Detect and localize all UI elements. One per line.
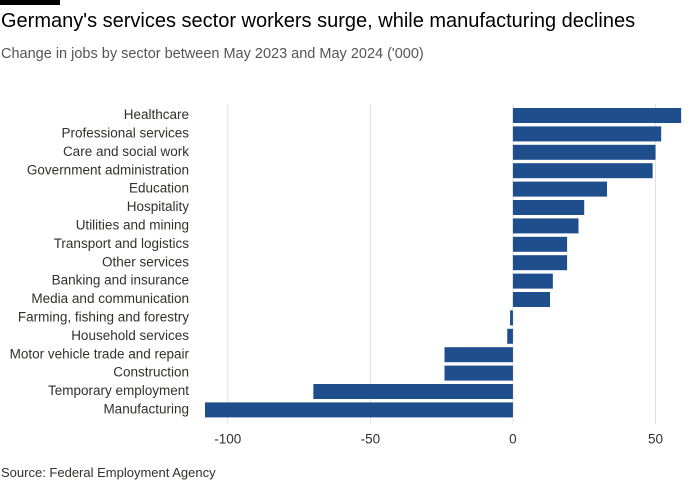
chart-subtitle: Change in jobs by sector between May 202… — [1, 46, 424, 62]
category-label: Farming, fishing and forestry — [18, 309, 189, 324]
x-tick-label: 50 — [648, 432, 663, 447]
category-label: Care and social work — [63, 144, 189, 159]
x-tick-label: -100 — [214, 432, 241, 447]
bar — [507, 328, 513, 344]
bar — [313, 384, 513, 399]
bar — [510, 310, 513, 326]
category-label: Utilities and mining — [76, 217, 189, 232]
category-label: Government administration — [27, 162, 189, 177]
bar — [512, 218, 579, 234]
category-label: Other services — [102, 254, 189, 269]
category-label-layer: Healthcare Professional services Care and … — [10, 107, 190, 416]
category-label: Education — [129, 181, 189, 196]
bar — [512, 255, 568, 271]
x-tick-label: 0 — [509, 432, 517, 447]
bar — [512, 181, 608, 197]
chart-title: Germany's services sector workers surge,… — [1, 10, 636, 32]
category-label: Manufacturing — [103, 401, 189, 416]
bar — [512, 144, 656, 160]
tick-label-layer: -100 -50 0 50 — [214, 432, 663, 447]
bar — [444, 365, 513, 381]
bar — [512, 236, 568, 252]
category-label: Construction — [113, 365, 189, 380]
bar — [512, 292, 550, 307]
bar — [444, 347, 513, 363]
bar — [205, 402, 513, 418]
category-label: Media and communication — [31, 291, 189, 306]
top-rule — [0, 0, 60, 5]
category-label: Household services — [71, 328, 189, 343]
bar — [512, 200, 585, 215]
bar — [512, 163, 653, 179]
bar-layer — [205, 108, 682, 418]
category-label: Motor vehicle trade and repair — [10, 346, 190, 361]
category-label: Temporary employment — [48, 383, 189, 398]
category-label: Hospitality — [127, 199, 190, 214]
category-label: Transport and logistics — [54, 236, 190, 251]
category-label: Banking and insurance — [52, 273, 189, 288]
source-note: Source: Federal Employment Agency — [1, 465, 216, 480]
category-label: Healthcare — [124, 107, 189, 122]
bar — [512, 108, 682, 123]
category-label: Professional services — [61, 125, 189, 140]
bar — [512, 273, 553, 289]
x-tick-label: -50 — [361, 432, 381, 447]
bar — [512, 126, 662, 142]
